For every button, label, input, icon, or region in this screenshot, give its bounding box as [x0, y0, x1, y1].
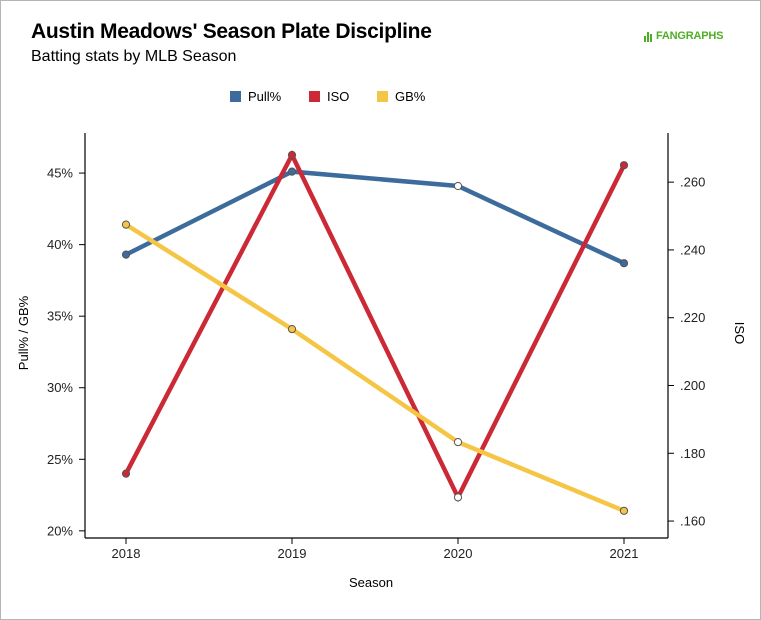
series-line-iso: [124, 149, 627, 503]
data-point-gb[interactable]: [287, 325, 297, 334]
fangraphs-logo[interactable]: FANGRAPHS: [644, 29, 723, 43]
legend-swatch-gb: [377, 91, 388, 102]
x-axis-ticks: 2018 2019 2020 2021: [112, 538, 639, 561]
legend-label-pull: Pull%: [248, 89, 282, 104]
x-tick-label: 2020: [444, 546, 473, 561]
data-point-pull[interactable]: [619, 259, 629, 268]
right-tick-label: .200: [680, 378, 705, 393]
series-lines: [124, 149, 627, 513]
chart-subtitle: Batting stats by MLB Season: [31, 48, 237, 65]
fangraphs-logo-text: FANGRAPHS: [656, 30, 724, 42]
right-tick-label: .160: [680, 514, 705, 529]
right-tick-label: .220: [680, 310, 705, 325]
chart-title: Austin Meadows' Season Plate Discipline: [31, 20, 432, 43]
data-point-gb[interactable]: [619, 506, 629, 515]
right-tick-label: .240: [680, 242, 705, 257]
left-tick-label: 35%: [47, 309, 73, 324]
x-tick-label: 2021: [610, 546, 639, 561]
data-point-pull[interactable]: [121, 250, 131, 259]
x-tick-label: 2019: [278, 546, 307, 561]
left-tick-label: 25%: [47, 452, 73, 467]
left-tick-label: 30%: [47, 380, 73, 395]
right-axis-ticks: .160 .180 .200 .220 .240 .260: [668, 175, 705, 529]
legend-item-iso[interactable]: ISO: [309, 89, 349, 104]
series-line-pull: [124, 169, 625, 266]
data-point-iso[interactable]: [287, 150, 297, 160]
data-point-iso[interactable]: [121, 469, 131, 478]
series-points: [121, 150, 629, 515]
left-axis-ticks: 20% 25% 30% 35% 40% 45%: [47, 166, 85, 538]
x-axis-title: Season: [349, 575, 393, 590]
left-tick-label: 45%: [47, 166, 73, 181]
left-tick-label: 20%: [47, 523, 73, 538]
data-point-pull[interactable]: [287, 167, 297, 176]
data-point-gb[interactable]: [453, 438, 463, 447]
legend-label-iso: ISO: [327, 89, 349, 104]
data-point-pull[interactable]: [453, 181, 463, 191]
right-tick-label: .180: [680, 446, 705, 461]
right-axis-title: ISO: [732, 322, 747, 344]
legend-item-gb[interactable]: GB%: [377, 89, 426, 104]
data-point-iso[interactable]: [453, 493, 463, 502]
left-tick-label: 40%: [47, 237, 73, 252]
series-layer: [121, 149, 629, 515]
legend-label-gb: GB%: [395, 89, 426, 104]
data-point-iso[interactable]: [619, 161, 629, 170]
left-axis-title: Pull% / GB%: [16, 295, 31, 370]
fangraphs-logo-icon: [644, 32, 652, 42]
legend-swatch-pull: [230, 91, 241, 102]
legend: Pull% ISO GB%: [230, 89, 426, 104]
x-tick-label: 2018: [112, 546, 141, 561]
series-line-gb: [124, 222, 625, 513]
legend-swatch-iso: [309, 91, 320, 102]
right-tick-label: .260: [680, 175, 705, 190]
legend-item-pull[interactable]: Pull%: [230, 89, 282, 104]
data-point-gb[interactable]: [121, 220, 131, 229]
